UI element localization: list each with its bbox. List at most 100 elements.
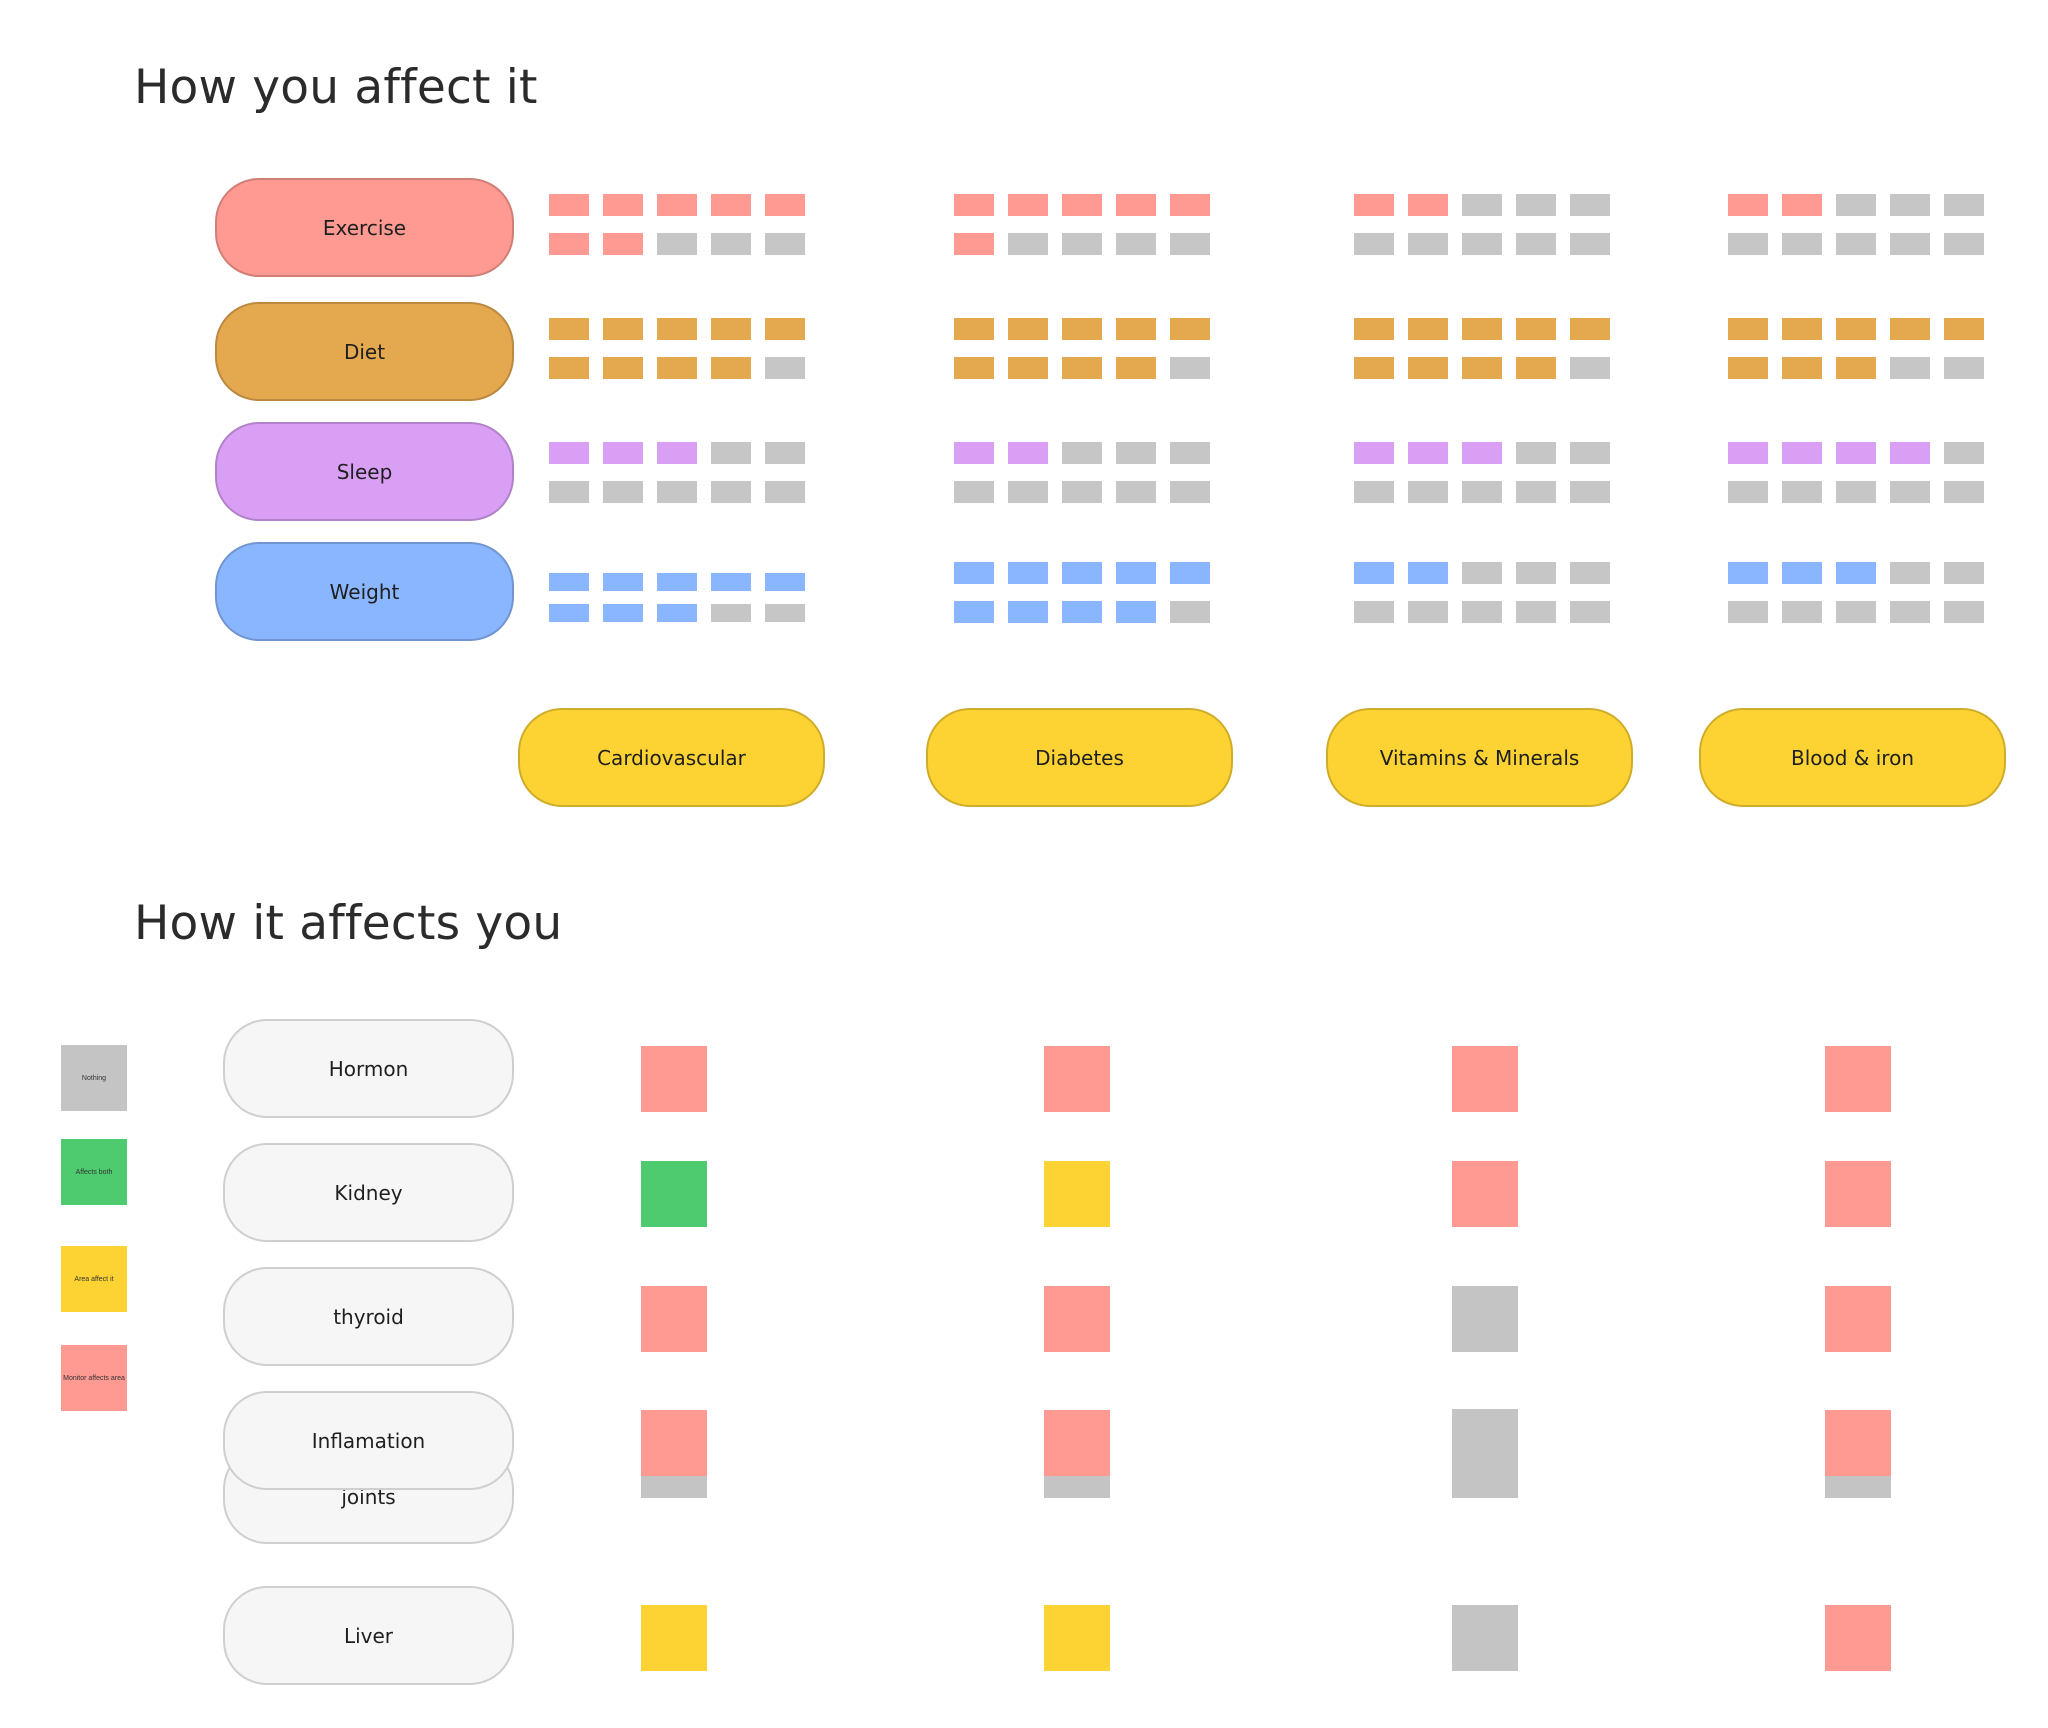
rating-cell-exercise-diabetes-9 <box>1116 233 1156 255</box>
area-pill-cardiovascular[interactable]: Cardiovascular <box>518 708 825 807</box>
rating-cell-diet-blood-iron-5 <box>1944 318 1984 340</box>
rating-cell-sleep-vitamins-minerals-7 <box>1408 481 1448 503</box>
rating-cell-sleep-blood-iron-4 <box>1890 442 1930 464</box>
rating-cell-weight-diabetes-4 <box>1116 562 1156 584</box>
rating-cell-sleep-blood-iron-6 <box>1728 481 1768 503</box>
rating-cell-exercise-cardiovascular-7 <box>603 233 643 255</box>
rating-cell-sleep-vitamins-minerals-5 <box>1570 442 1610 464</box>
rating-cell-diet-blood-iron-10 <box>1944 357 1984 379</box>
rating-cell-weight-diabetes-2 <box>1008 562 1048 584</box>
area-pill-blood-iron[interactable]: Blood & iron <box>1699 708 2006 807</box>
rating-cell-exercise-blood-iron-8 <box>1836 233 1876 255</box>
factor-pill-sleep[interactable]: Sleep <box>215 422 514 521</box>
rating-cell-weight-vitamins-minerals-9 <box>1516 601 1556 623</box>
rating-cell-diet-cardiovascular-7 <box>603 357 643 379</box>
rating-cell-exercise-diabetes-8 <box>1062 233 1102 255</box>
rating-cell-weight-vitamins-minerals-3 <box>1462 562 1502 584</box>
rating-cell-sleep-diabetes-8 <box>1062 481 1102 503</box>
rating-cell-diet-cardiovascular-5 <box>765 318 805 340</box>
rating-cell-exercise-blood-iron-10 <box>1944 233 1984 255</box>
rating-cell-diet-vitamins-minerals-7 <box>1408 357 1448 379</box>
impact-cell-liver-cardiovascular <box>641 1605 707 1671</box>
rating-cell-exercise-diabetes-10 <box>1170 233 1210 255</box>
impact-cell-kidney-blood-iron <box>1825 1161 1891 1227</box>
legend-nothing: Nothing <box>61 1045 127 1111</box>
rating-cell-weight-vitamins-minerals-10 <box>1570 601 1610 623</box>
rating-cell-diet-vitamins-minerals-2 <box>1408 318 1448 340</box>
rating-cell-diet-vitamins-minerals-6 <box>1354 357 1394 379</box>
rating-cell-sleep-vitamins-minerals-3 <box>1462 442 1502 464</box>
rating-cell-weight-cardiovascular-9 <box>711 604 751 622</box>
organ-pill-liver[interactable]: Liver <box>223 1586 514 1685</box>
organ-pill-kidney[interactable]: Kidney <box>223 1143 514 1242</box>
rating-cell-exercise-vitamins-minerals-1 <box>1354 194 1394 216</box>
rating-cell-sleep-blood-iron-5 <box>1944 442 1984 464</box>
rating-cell-exercise-vitamins-minerals-6 <box>1354 233 1394 255</box>
impact-cell-hormon-cardiovascular <box>641 1046 707 1112</box>
rating-cell-sleep-blood-iron-2 <box>1782 442 1822 464</box>
rating-cell-exercise-vitamins-minerals-7 <box>1408 233 1448 255</box>
rating-cell-weight-blood-iron-2 <box>1782 562 1822 584</box>
rating-cell-sleep-cardiovascular-1 <box>549 442 589 464</box>
rating-cell-weight-blood-iron-9 <box>1890 601 1930 623</box>
rating-cell-diet-diabetes-3 <box>1062 318 1102 340</box>
impact-cell-hormon-diabetes <box>1044 1046 1110 1112</box>
rating-cell-exercise-cardiovascular-3 <box>657 194 697 216</box>
rating-cell-diet-cardiovascular-4 <box>711 318 751 340</box>
rating-cell-weight-blood-iron-5 <box>1944 562 1984 584</box>
rating-cell-diet-vitamins-minerals-9 <box>1516 357 1556 379</box>
rating-cell-sleep-diabetes-7 <box>1008 481 1048 503</box>
rating-cell-diet-cardiovascular-2 <box>603 318 643 340</box>
rating-cell-weight-blood-iron-7 <box>1782 601 1822 623</box>
rating-cell-diet-diabetes-5 <box>1170 318 1210 340</box>
rating-cell-sleep-vitamins-minerals-10 <box>1570 481 1610 503</box>
rating-cell-sleep-diabetes-6 <box>954 481 994 503</box>
rating-cell-exercise-blood-iron-3 <box>1836 194 1876 216</box>
impact-cell-thyroid-vitamins-minerals <box>1452 1286 1518 1352</box>
rating-cell-weight-diabetes-7 <box>1008 601 1048 623</box>
rating-cell-weight-cardiovascular-3 <box>657 573 697 591</box>
organ-pill-inflamation[interactable]: Inflamation <box>223 1391 514 1490</box>
area-pill-vitamins-minerals[interactable]: Vitamins & Minerals <box>1326 708 1633 807</box>
rating-cell-diet-diabetes-7 <box>1008 357 1048 379</box>
organ-pill-hormon[interactable]: Hormon <box>223 1019 514 1118</box>
rating-cell-sleep-vitamins-minerals-1 <box>1354 442 1394 464</box>
rating-cell-diet-vitamins-minerals-4 <box>1516 318 1556 340</box>
legend-monitor-affects-area: Monitor affects area <box>61 1345 127 1411</box>
rating-cell-exercise-cardiovascular-4 <box>711 194 751 216</box>
rating-cell-sleep-diabetes-2 <box>1008 442 1048 464</box>
organ-pill-thyroid[interactable]: thyroid <box>223 1267 514 1366</box>
rating-cell-weight-cardiovascular-2 <box>603 573 643 591</box>
rating-cell-weight-blood-iron-10 <box>1944 601 1984 623</box>
rating-cell-diet-cardiovascular-10 <box>765 357 805 379</box>
area-pill-diabetes[interactable]: Diabetes <box>926 708 1233 807</box>
rating-cell-sleep-diabetes-5 <box>1170 442 1210 464</box>
rating-cell-diet-diabetes-2 <box>1008 318 1048 340</box>
rating-cell-weight-vitamins-minerals-1 <box>1354 562 1394 584</box>
rating-cell-weight-cardiovascular-4 <box>711 573 751 591</box>
rating-cell-sleep-diabetes-10 <box>1170 481 1210 503</box>
rating-cell-exercise-vitamins-minerals-3 <box>1462 194 1502 216</box>
rating-cell-exercise-vitamins-minerals-4 <box>1516 194 1556 216</box>
rating-cell-weight-diabetes-10 <box>1170 601 1210 623</box>
rating-cell-exercise-vitamins-minerals-10 <box>1570 233 1610 255</box>
rating-cell-diet-cardiovascular-8 <box>657 357 697 379</box>
factor-pill-diet[interactable]: Diet <box>215 302 514 401</box>
factor-pill-weight[interactable]: Weight <box>215 542 514 641</box>
rating-cell-exercise-cardiovascular-8 <box>657 233 697 255</box>
rating-cell-weight-diabetes-3 <box>1062 562 1102 584</box>
rating-cell-exercise-blood-iron-1 <box>1728 194 1768 216</box>
rating-cell-exercise-vitamins-minerals-2 <box>1408 194 1448 216</box>
rating-cell-sleep-cardiovascular-8 <box>657 481 697 503</box>
rating-cell-sleep-diabetes-4 <box>1116 442 1156 464</box>
rating-cell-diet-vitamins-minerals-10 <box>1570 357 1610 379</box>
factor-pill-exercise[interactable]: Exercise <box>215 178 514 277</box>
rating-cell-exercise-vitamins-minerals-8 <box>1462 233 1502 255</box>
rating-cell-diet-diabetes-10 <box>1170 357 1210 379</box>
rating-cell-diet-vitamins-minerals-8 <box>1462 357 1502 379</box>
rating-cell-sleep-diabetes-1 <box>954 442 994 464</box>
rating-cell-diet-blood-iron-8 <box>1836 357 1876 379</box>
impact-cell-hormon-vitamins-minerals <box>1452 1046 1518 1112</box>
impact-cell-inflamation-diabetes <box>1044 1410 1110 1476</box>
impact-cell-hormon-blood-iron <box>1825 1046 1891 1112</box>
